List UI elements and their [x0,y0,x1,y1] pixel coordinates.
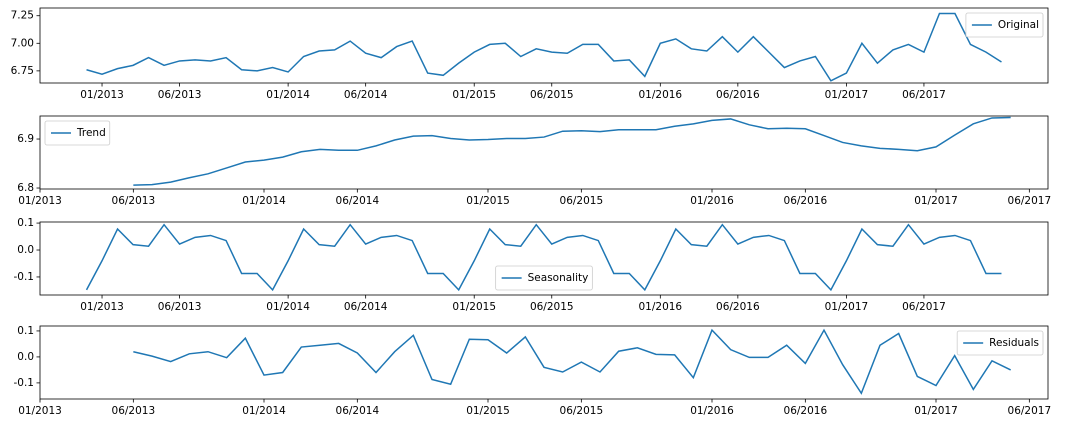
x-tick-label: 01/2013 [18,195,62,207]
plot-area [85,223,1002,292]
plot-area [133,116,1011,186]
x-tick-label: 01/2016 [638,301,682,313]
plot-area [86,12,1002,82]
x-tick-label: 01/2016 [690,195,734,207]
x-tick-label: 01/2015 [452,301,496,313]
y-tick-label: -0.1 [14,271,35,283]
x-tick-label: 06/2016 [784,195,828,207]
y-tick-label: -0.1 [14,377,35,389]
x-tick-label: 06/2015 [530,89,574,101]
x-tick-label: 01/2017 [825,89,869,101]
series-line [86,12,1002,82]
x-tick-label: 01/2015 [466,195,510,207]
legend: Original [965,12,1044,38]
series-line [85,223,1002,292]
x-tick-label: 01/2013 [80,89,124,101]
x-tick-label: 01/2013 [80,301,124,313]
y-tick-label: 6.8 [17,182,34,194]
legend-label: Residuals [989,337,1039,349]
x-tick-label: 06/2017 [902,301,946,313]
legend-label: Trend [76,127,106,139]
x-tick-label: 06/2016 [716,301,760,313]
legend-box [965,12,1044,38]
legend-box [495,265,593,291]
x-tick-label: 06/2013 [158,89,202,101]
plot-area [133,328,1011,395]
x-tick-label: 01/2017 [914,195,958,207]
x-tick-label: 01/2014 [242,405,286,417]
legend-label: Seasonality [528,272,589,284]
x-tick-label: 06/2013 [112,405,156,417]
axes-frame [39,115,1049,190]
x-tick-label: 06/2013 [112,195,156,207]
y-tick-label: 6.75 [11,65,34,77]
axes-frame [39,325,1049,400]
x-tick-label: 06/2016 [716,89,760,101]
x-tick-label: 01/2017 [825,301,869,313]
axes-frame [39,7,1049,84]
x-tick-label: 06/2017 [902,89,946,101]
x-tick-label: 01/2015 [452,89,496,101]
x-tick-label: 06/2013 [158,301,202,313]
x-tick-label: 01/2014 [242,195,286,207]
y-tick-label: 7.25 [11,10,34,22]
legend: Residuals [956,330,1044,356]
y-tick-label: 0.1 [17,217,34,229]
x-tick-label: 06/2015 [560,195,604,207]
x-tick-label: 06/2015 [560,405,604,417]
x-tick-label: 06/2015 [530,301,574,313]
y-tick-label: 6.9 [17,133,34,145]
x-tick-label: 06/2014 [344,301,388,313]
legend-label: Original [998,19,1039,31]
x-tick-label: 01/2016 [690,405,734,417]
x-tick-label: 06/2016 [784,405,828,417]
x-tick-label: 01/2015 [466,405,510,417]
x-tick-label: 01/2014 [266,301,310,313]
legend: Trend [44,120,111,146]
legend-box [956,330,1044,356]
x-tick-label: 06/2014 [336,195,380,207]
x-tick-label: 06/2017 [1008,195,1052,207]
x-tick-label: 01/2014 [266,89,310,101]
series-line [133,328,1011,395]
x-tick-label: 01/2017 [914,405,958,417]
axes-frame [39,221,1049,296]
y-tick-label: 0.1 [17,325,34,337]
y-tick-label: 0.0 [17,351,34,363]
x-tick-label: 01/2013 [18,405,62,417]
legend: Seasonality [495,265,593,291]
x-tick-label: 06/2017 [1008,405,1052,417]
x-tick-label: 06/2014 [344,89,388,101]
y-tick-label: 7.00 [11,37,34,49]
legend-box [44,120,111,146]
x-tick-label: 01/2016 [638,89,682,101]
x-tick-label: 06/2014 [336,405,380,417]
y-tick-label: 0.0 [17,244,34,256]
series-line [133,116,1011,186]
